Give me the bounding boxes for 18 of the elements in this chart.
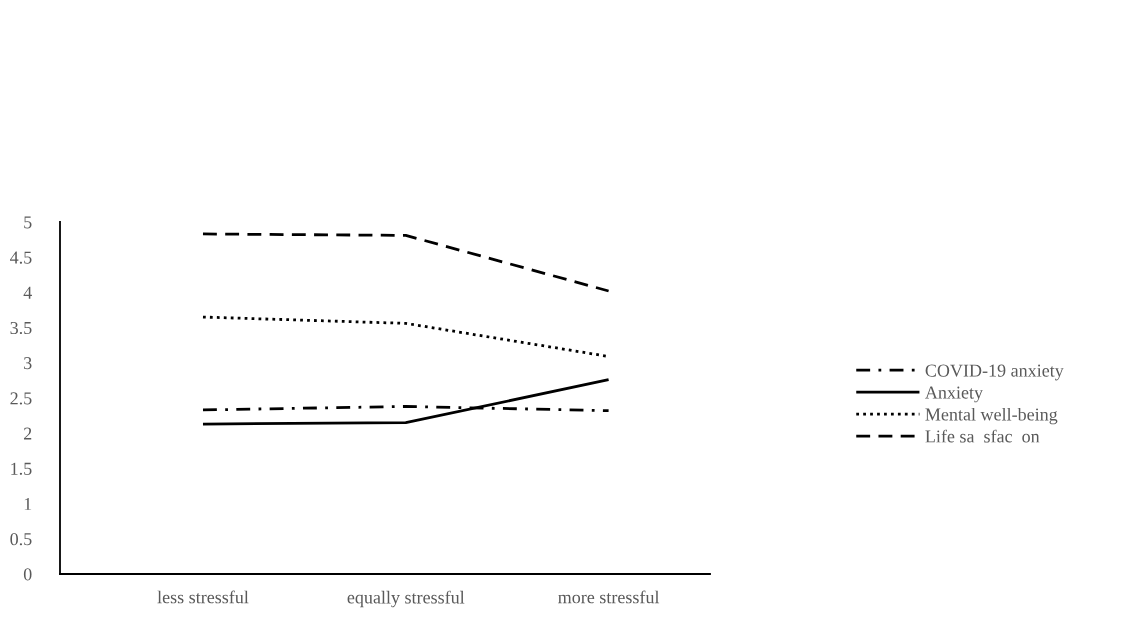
legend-label: Anxiety	[925, 386, 983, 403]
x-tick-label: more stressful	[558, 590, 660, 604]
legend-label: Life sa sfac on	[925, 429, 1040, 443]
y-tick-label: 0.5	[10, 533, 32, 546]
y-tick-label: 4	[23, 286, 32, 299]
y-tick-label: 1.5	[11, 462, 32, 475]
legend-label: COVID-19 anxiety	[925, 364, 1064, 381]
y-tick-label: 2.5	[10, 392, 32, 405]
y-tick-label: 3	[24, 357, 32, 370]
y-tick-label: 5	[24, 216, 32, 229]
y-tick-label: 0	[23, 568, 32, 581]
y-tick-label: 2	[23, 427, 32, 440]
y-tick-label: 3.5	[10, 321, 32, 335]
x-tick-label: less stressful	[157, 590, 249, 604]
y-tick-label: 1	[24, 497, 32, 510]
x-tick-label: equally stressful	[347, 590, 465, 608]
legend-label: Mental well-being	[925, 407, 1058, 425]
y-tick-label: 4.5	[10, 251, 32, 264]
